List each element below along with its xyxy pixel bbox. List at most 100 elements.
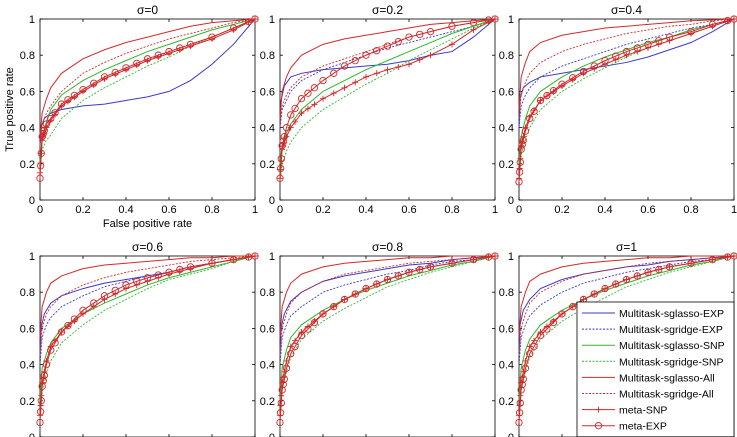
series-multitask-sglasso-snp — [39, 18, 256, 164]
marker-meta-exp — [36, 174, 44, 182]
y-tick-label: 0 — [508, 195, 514, 207]
y-tick-label: 0.8 — [260, 287, 275, 299]
series-multitask-sglasso-all — [518, 18, 735, 110]
y-tick-label: 0 — [508, 432, 514, 437]
y-tick-label: 0.8 — [260, 50, 275, 62]
marker-meta-exp — [530, 107, 538, 115]
marker-meta-exp — [405, 33, 413, 41]
marker-meta-exp — [297, 94, 306, 103]
marker-meta-exp — [276, 174, 284, 182]
marker-meta-exp — [208, 259, 216, 267]
y-tick-label: 0.2 — [20, 159, 35, 171]
marker-meta-snp — [470, 26, 477, 33]
marker-meta-snp — [287, 124, 294, 131]
marker-meta-exp — [469, 255, 478, 264]
y-tick-label: 1 — [269, 14, 275, 26]
x-tick-label: 0 — [277, 204, 283, 216]
y-tick-label: 0.6 — [499, 86, 514, 98]
series-multitask-sgridge-exp — [279, 255, 496, 365]
marker-meta-exp — [40, 126, 48, 134]
legend-label: Multitask-sgridge-SNP — [619, 356, 723, 368]
marker-meta-exp — [394, 37, 402, 46]
marker-meta-exp — [543, 325, 551, 333]
marker-meta-snp — [427, 52, 434, 59]
x-tick-label: 0.8 — [204, 204, 219, 216]
panel-2: σ=0.2 0 0.2 0.4 0.6 0.8 1 0 0.2 0.4 0.6 0.8 1 — [260, 3, 499, 216]
y-tick-label: 0.8 — [20, 287, 35, 299]
marker-meta-exp — [282, 364, 291, 372]
marker-meta-snp — [311, 101, 318, 108]
marker-meta-exp — [70, 91, 79, 100]
x-tick-label: 0.6 — [401, 204, 416, 216]
marker-meta-snp — [341, 84, 348, 91]
y-tick-label: 0 — [269, 432, 275, 437]
x-tick-label: 0.6 — [161, 204, 176, 216]
marker-meta-exp — [516, 399, 524, 407]
marker-meta-exp — [297, 331, 306, 340]
marker-meta-exp — [42, 120, 51, 128]
axes-frame — [518, 18, 735, 201]
series-multitask-sgridge-all — [39, 18, 256, 146]
marker-meta-snp — [287, 343, 294, 350]
marker-meta-snp — [363, 73, 369, 80]
marker-meta-exp — [291, 342, 299, 351]
marker-meta-snp — [416, 56, 423, 63]
marker-meta-exp — [251, 15, 259, 23]
y-tick-label: 0.4 — [499, 123, 514, 135]
marker-meta-exp — [518, 141, 526, 149]
marker-meta-snp — [449, 41, 455, 48]
x-tick-label: 0.2 — [554, 204, 569, 216]
y-tick-label: 0.8 — [499, 50, 514, 62]
marker-meta-snp — [531, 337, 538, 344]
marker-meta-exp — [549, 87, 558, 95]
y-tick-label: 0.4 — [20, 123, 35, 135]
series-multitask-sglasso-exp — [39, 18, 256, 146]
x-axis-label: False positive rate — [103, 218, 192, 230]
legend-marker — [595, 406, 602, 413]
marker-meta-exp — [282, 123, 291, 132]
marker-meta-exp — [111, 68, 119, 77]
marker-meta-exp — [655, 37, 663, 45]
y-tick-label: 0.6 — [260, 86, 275, 98]
marker-meta-exp — [579, 67, 588, 76]
marker-meta-exp — [644, 268, 652, 276]
axes-frame — [279, 255, 496, 437]
y-tick-label: 1 — [508, 14, 514, 26]
marker-meta-exp — [310, 318, 319, 327]
legend-label: Multitask-sgridge-EXP — [619, 324, 723, 336]
marker-meta-exp — [208, 33, 216, 41]
legend-label: Multitask-sglasso-All — [619, 372, 715, 384]
marker-meta-exp — [79, 85, 87, 94]
marker-meta-exp — [590, 62, 598, 70]
marker-meta-exp — [64, 96, 72, 104]
marker-meta-exp — [57, 100, 66, 108]
series-multitask-sglasso-all — [518, 255, 734, 338]
marker-meta-snp — [373, 70, 380, 77]
y-tick-label: 0.6 — [20, 323, 35, 335]
y-tick-label: 0.2 — [499, 159, 514, 171]
marker-meta-exp — [519, 375, 527, 383]
marker-meta-exp — [521, 364, 530, 372]
legend-label: Multitask-sgridge-All — [619, 389, 714, 401]
panel-title: σ=0.4 — [611, 3, 642, 17]
marker-meta-exp — [515, 178, 523, 186]
marker-meta-exp — [186, 40, 195, 48]
marker-meta-exp — [277, 155, 285, 163]
marker-meta-exp — [549, 318, 558, 327]
marker-meta-exp — [515, 168, 524, 176]
marker-meta-exp — [590, 290, 598, 298]
marker-meta-exp — [36, 418, 44, 427]
marker-meta-exp — [276, 164, 285, 173]
legend-label: meta-SNP — [619, 405, 667, 417]
marker-meta-exp — [319, 76, 327, 85]
marker-meta-exp — [708, 20, 717, 29]
marker-meta-exp — [730, 252, 737, 260]
panel-title: σ=0.8 — [372, 240, 403, 254]
marker-meta-snp — [526, 343, 533, 350]
x-tick-label: 0.8 — [444, 204, 459, 216]
marker-meta-exp — [655, 265, 663, 274]
legend-label: Multitask-sglasso-EXP — [619, 308, 724, 320]
marker-meta-exp — [278, 142, 286, 150]
